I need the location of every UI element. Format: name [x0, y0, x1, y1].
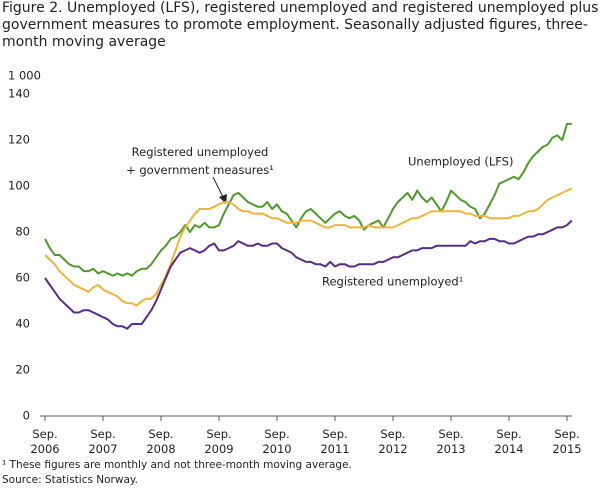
x-tick-label: Sep. 2011 — [320, 427, 349, 456]
x-tick-label: Sep. 2013 — [436, 427, 465, 456]
chart-title: Figure 2. Unemployed (LFS), registered u… — [2, 0, 599, 50]
series-line — [44, 122, 572, 277]
y-tick-label: 140 — [8, 87, 30, 101]
y-tick-label: 120 — [8, 133, 30, 147]
y-tick-label: 100 — [8, 179, 30, 193]
series-label: Registered unemployed + government measur… — [126, 145, 274, 177]
source: Source: Statistics Norway. — [2, 474, 138, 486]
x-tick-label: Sep. 2006 — [30, 427, 59, 456]
x-tick-label: Sep. 2008 — [146, 427, 175, 456]
x-tick-label: Sep. 2012 — [378, 427, 407, 456]
x-tick-label: Sep. 2009 — [204, 427, 233, 456]
y-axis-label: 1 000 — [8, 69, 41, 83]
series-line — [44, 187, 573, 307]
x-tick-label: Sep. 2007 — [88, 427, 117, 456]
x-tick-label: Sep. 2015 — [552, 427, 581, 456]
series-label: Registered unemployed¹ — [322, 275, 463, 289]
series-line — [44, 219, 573, 330]
footnote: ¹ These figures are monthly and not thre… — [2, 459, 352, 471]
y-tick-label: 20 — [15, 363, 30, 377]
y-tick-label: 80 — [15, 225, 30, 239]
series-label: Unemployed (LFS) — [408, 155, 513, 169]
x-tick-label: Sep. 2010 — [262, 427, 291, 456]
y-tick-label: 40 — [15, 317, 30, 331]
y-tick-label: 0 — [23, 409, 30, 423]
y-tick-label: 60 — [15, 271, 30, 285]
annotation-arrow — [212, 176, 225, 200]
x-tick-label: Sep. 2014 — [494, 427, 523, 456]
